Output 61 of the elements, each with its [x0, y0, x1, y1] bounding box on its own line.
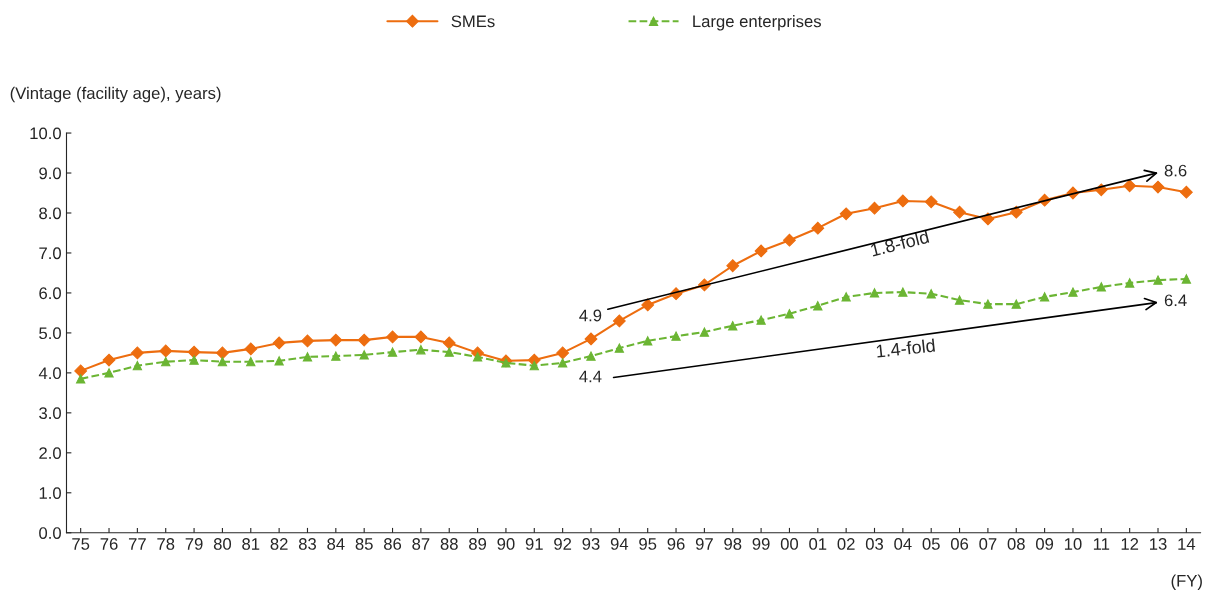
- x-tick-label: 97: [695, 538, 713, 550]
- x-tick-label: 94: [610, 538, 629, 550]
- x-tick-label: 89: [469, 538, 487, 550]
- y-tick-label: 7.0: [39, 247, 61, 260]
- x-tick-label: 92: [554, 538, 572, 550]
- x-tick-label: 96: [667, 538, 685, 550]
- y-tick-label: 0.0: [39, 527, 61, 539]
- y-tick-label: 2.0: [39, 447, 61, 460]
- x-tick-label: 87: [412, 538, 430, 550]
- x-tick-label: 90: [497, 538, 515, 550]
- y-tick-label: 10.0: [30, 127, 61, 140]
- x-tick-label: 81: [242, 538, 260, 550]
- x-tick-label: 82: [270, 538, 288, 550]
- y-tick-label: 1.0: [39, 487, 61, 499]
- x-tick-label: 91: [525, 538, 543, 550]
- x-tick-label: 08: [1007, 538, 1025, 550]
- x-tick-label: 80: [213, 538, 232, 550]
- x-tick-label: 10: [1064, 538, 1082, 550]
- annotation: 4.9: [579, 309, 602, 322]
- x-tick-label: 01: [809, 538, 827, 550]
- annotation: 6.4: [1164, 294, 1187, 307]
- y-tick-label: 5.0: [39, 327, 61, 340]
- x-tick-label: 88: [440, 538, 458, 550]
- x-tick-label: 98: [724, 538, 742, 550]
- x-tick-label: 02: [837, 538, 855, 550]
- x-tick-label: 78: [157, 538, 175, 550]
- x-tick-label: 99: [752, 538, 770, 550]
- x-tick-label: 86: [383, 538, 402, 550]
- x-tick-label: 76: [100, 538, 118, 550]
- x-tick-label: 75: [72, 538, 90, 550]
- x-tick-label: 09: [1035, 538, 1054, 550]
- x-tick-label: 85: [355, 538, 373, 550]
- y-axis-title: (Vintage (facility age), years): [10, 86, 221, 103]
- annotation: 1.8-fold: [870, 229, 930, 257]
- x-tick-label: 00: [780, 538, 799, 550]
- y-tick-label: 6.0: [39, 287, 61, 300]
- x-tick-label: 03: [865, 538, 884, 550]
- legend-label: SMEs: [451, 15, 495, 28]
- y-tick-label: 8.0: [39, 207, 61, 220]
- x-tick-label: 79: [185, 538, 203, 550]
- annotation: 8.6: [1164, 164, 1187, 177]
- y-tick-label: 9.0: [39, 167, 61, 180]
- annotation: 1.4-fold: [876, 338, 935, 358]
- x-tick-label: 12: [1121, 538, 1139, 550]
- x-tick-label: 14: [1178, 538, 1196, 550]
- x-tick-label: 06: [950, 538, 969, 550]
- x-axis-title: (FY): [1171, 574, 1202, 590]
- y-tick-label: 3.0: [39, 407, 61, 420]
- x-tick-label: 84: [327, 538, 345, 550]
- x-tick-label: 83: [298, 538, 317, 550]
- x-tick-label: 11: [1093, 538, 1110, 550]
- x-tick-label: 93: [582, 538, 600, 550]
- x-tick-label: 13: [1150, 538, 1167, 550]
- x-tick-label: 07: [979, 538, 997, 550]
- legend-label: Large enterprises: [693, 15, 821, 31]
- x-tick-label: 95: [639, 538, 657, 550]
- x-tick-label: 05: [922, 538, 940, 550]
- x-tick-label: 77: [128, 538, 146, 550]
- y-tick-label: 4.0: [38, 367, 61, 380]
- annotation: 4.4: [579, 370, 602, 383]
- x-tick-label: 04: [894, 538, 912, 550]
